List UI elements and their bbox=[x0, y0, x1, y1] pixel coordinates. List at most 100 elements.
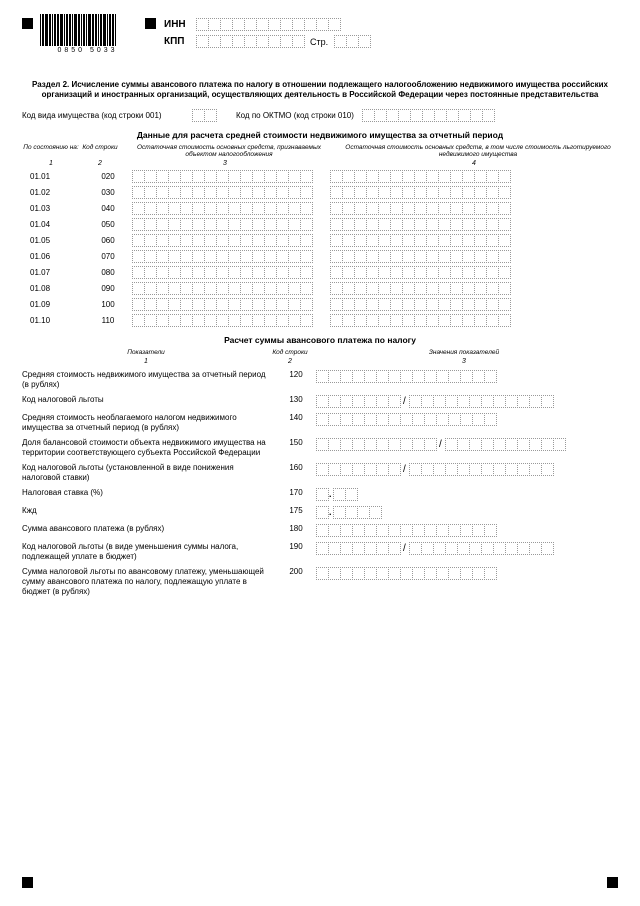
kpp-input[interactable] bbox=[196, 35, 304, 48]
value-input[interactable] bbox=[316, 524, 496, 537]
data-rows: 01.01020 01.02030 01.03040 01.04050 01.05060… bbox=[22, 170, 618, 327]
indicator-label: Код налоговой льготы bbox=[22, 395, 276, 405]
line-code: 140 bbox=[276, 413, 316, 422]
value-input[interactable] bbox=[330, 234, 510, 247]
value-input[interactable] bbox=[330, 170, 510, 183]
oktmo-label: Код по ОКТМО (код строки 010) bbox=[236, 111, 354, 120]
page-label: Стр. bbox=[310, 37, 328, 47]
value-input[interactable] bbox=[128, 282, 312, 295]
value-input[interactable] bbox=[128, 250, 312, 263]
code-row: Код вида имущества (код строки 001) Код … bbox=[22, 109, 618, 122]
value-input[interactable] bbox=[330, 314, 510, 327]
calc-rows: Средняя стоимость недвижимого имущества … bbox=[22, 370, 618, 597]
value-input[interactable]: / bbox=[316, 438, 565, 451]
corner-marker bbox=[22, 877, 33, 888]
page-input[interactable] bbox=[334, 35, 370, 48]
value-input[interactable] bbox=[316, 567, 496, 580]
date-cell: 01.04 bbox=[22, 220, 88, 229]
table-row: 01.01020 bbox=[22, 170, 618, 183]
property-code-label: Код вида имущества (код строки 001) bbox=[22, 111, 192, 120]
code-cell: 020 bbox=[88, 172, 128, 181]
inn-input[interactable] bbox=[196, 18, 340, 31]
table-header: По состоянию на: Код строки Остаточная с… bbox=[22, 144, 618, 158]
code-cell: 040 bbox=[88, 204, 128, 213]
date-cell: 01.08 bbox=[22, 284, 88, 293]
line-code: 170 bbox=[276, 488, 316, 497]
table-row: 01.08090 bbox=[22, 282, 618, 295]
value-input[interactable] bbox=[128, 234, 312, 247]
value-input[interactable]: / bbox=[316, 463, 553, 476]
date-cell: 01.05 bbox=[22, 236, 88, 245]
table-row: 01.03040 bbox=[22, 202, 618, 215]
indicator-label: Средняя стоимость необлагаемого налогом … bbox=[22, 413, 276, 433]
value-input[interactable] bbox=[128, 298, 312, 311]
indicator-label: Код налоговой льготы (установленной в ви… bbox=[22, 463, 276, 483]
date-cell: 01.09 bbox=[22, 300, 88, 309]
date-cell: 01.01 bbox=[22, 172, 88, 181]
property-code-input[interactable] bbox=[192, 109, 216, 122]
value-input[interactable] bbox=[128, 170, 312, 183]
indicator-label: Кжд bbox=[22, 506, 276, 516]
date-cell: 01.10 bbox=[22, 316, 88, 325]
value-input[interactable] bbox=[330, 250, 510, 263]
calc-row: Налоговая ставка (%)170. bbox=[22, 488, 618, 501]
value-input[interactable] bbox=[330, 202, 510, 215]
value-input[interactable] bbox=[128, 218, 312, 231]
code-cell: 080 bbox=[88, 268, 128, 277]
calc-row: Кжд175. bbox=[22, 506, 618, 519]
line-code: 190 bbox=[276, 542, 316, 551]
code-cell: 070 bbox=[88, 252, 128, 261]
value-input[interactable]: / bbox=[316, 542, 553, 555]
calc-col-nums: 1 2 3 bbox=[22, 358, 618, 365]
table-row: 01.04050 bbox=[22, 218, 618, 231]
oktmo-input[interactable] bbox=[362, 109, 494, 122]
value-input[interactable]: / bbox=[316, 395, 553, 408]
indicator-label: Сумма налоговой льготы по авансовому пла… bbox=[22, 567, 276, 597]
indicator-label: Код налоговой льготы (в виде уменьшения … bbox=[22, 542, 276, 562]
calc-row: Доля балансовой стоимости объекта недвиж… bbox=[22, 438, 618, 458]
value-input[interactable] bbox=[128, 314, 312, 327]
section-title: Раздел 2. Исчисление суммы авансового пл… bbox=[30, 80, 610, 101]
indicator-label: Средняя стоимость недвижимого имущества … bbox=[22, 370, 276, 390]
table-col-nums: 1 2 3 4 bbox=[22, 160, 618, 167]
table-row: 01.07080 bbox=[22, 266, 618, 279]
value-input[interactable]: . bbox=[316, 506, 381, 519]
calc-row: Код налоговой льготы (в виде уменьшения … bbox=[22, 542, 618, 562]
calc-row: Код налоговой льготы130/ bbox=[22, 395, 618, 408]
value-input[interactable] bbox=[330, 266, 510, 279]
table-row: 01.10110 bbox=[22, 314, 618, 327]
calc-row: Код налоговой льготы (установленной в ви… bbox=[22, 463, 618, 483]
line-code: 175 bbox=[276, 506, 316, 515]
subsection-title: Данные для расчета средней стоимости нед… bbox=[22, 130, 618, 140]
calc-row: Средняя стоимость недвижимого имущества … bbox=[22, 370, 618, 390]
value-input[interactable]: . bbox=[316, 488, 357, 501]
code-cell: 060 bbox=[88, 236, 128, 245]
table-row: 01.02030 bbox=[22, 186, 618, 199]
line-code: 150 bbox=[276, 438, 316, 447]
code-cell: 090 bbox=[88, 284, 128, 293]
value-input[interactable] bbox=[316, 413, 496, 426]
value-input[interactable] bbox=[330, 218, 510, 231]
code-cell: 110 bbox=[88, 316, 128, 325]
indicator-label: Доля балансовой стоимости объекта недвиж… bbox=[22, 438, 276, 458]
value-input[interactable] bbox=[128, 202, 312, 215]
value-input[interactable] bbox=[330, 298, 510, 311]
value-input[interactable] bbox=[316, 370, 496, 383]
line-code: 200 bbox=[276, 567, 316, 576]
calc-row: Средняя стоимость необлагаемого налогом … bbox=[22, 413, 618, 433]
value-input[interactable] bbox=[128, 186, 312, 199]
date-cell: 01.06 bbox=[22, 252, 88, 261]
calc-header: Показатели Код строки Значения показател… bbox=[22, 349, 618, 356]
corner-marker bbox=[22, 18, 33, 29]
barcode: 0850 5033 bbox=[40, 14, 135, 54]
value-input[interactable] bbox=[330, 186, 510, 199]
value-input[interactable] bbox=[128, 266, 312, 279]
corner-marker bbox=[607, 877, 618, 888]
corner-marker bbox=[145, 18, 156, 29]
form-page: 0850 5033 ИНН КППСтр. Раздел 2. Исчислен… bbox=[0, 0, 640, 906]
kpp-label: КПП bbox=[164, 36, 196, 47]
value-input[interactable] bbox=[330, 282, 510, 295]
calc-row: Сумма авансового платежа (в рублях)180 bbox=[22, 524, 618, 537]
indicator-label: Сумма авансового платежа (в рублях) bbox=[22, 524, 276, 534]
code-cell: 100 bbox=[88, 300, 128, 309]
